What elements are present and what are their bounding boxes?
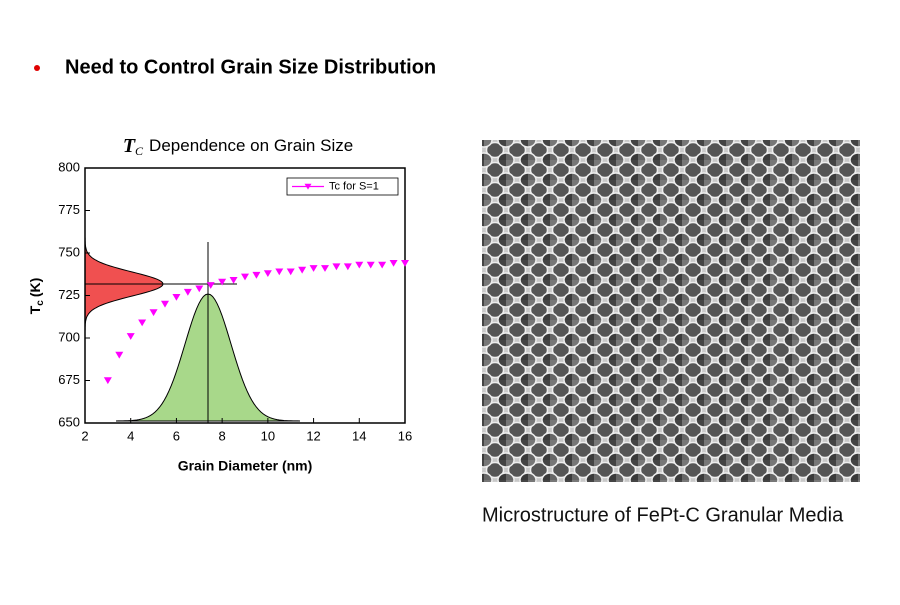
marker (149, 309, 158, 317)
x-tick-label: 6 (173, 428, 180, 443)
x-tick-label: 14 (352, 428, 366, 443)
marker (366, 261, 375, 269)
title-text: Dependence on Grain Size (149, 136, 353, 155)
legend-marker (304, 183, 312, 190)
x-tick-label: 4 (127, 428, 134, 443)
marker (195, 285, 204, 293)
header-text: Need to Control Grain Size Distribution (65, 56, 436, 78)
x-axis-label: Grain Diameter (nm) (178, 458, 313, 474)
y-tick-label: 700 (58, 329, 80, 344)
marker (206, 282, 215, 289)
marker (321, 265, 329, 272)
marker (286, 268, 295, 276)
marker (401, 260, 409, 267)
title-symbol: T (123, 135, 136, 157)
marker (298, 266, 307, 274)
legend-label: Tc for S=1 (329, 180, 379, 192)
marker (263, 270, 272, 277)
plot: 2 4 6 8 10 12 14 16 650 675 700 725 750 775 800 Tc for … (58, 159, 412, 443)
y-tick-label: 725 (58, 287, 80, 302)
image-caption: Microstructure of FePt-C Granular Media (482, 504, 844, 526)
y-tick-label: 800 (58, 159, 80, 174)
title-subscript: C (135, 144, 144, 158)
x-tick-label: 16 (398, 428, 412, 443)
marker (218, 278, 227, 286)
ylabel-text: (K) (27, 278, 43, 297)
marker (138, 319, 147, 327)
marker (183, 288, 192, 296)
marker (378, 261, 387, 269)
y-tick-label: 675 (58, 372, 80, 387)
marker (252, 271, 261, 279)
marker (355, 261, 364, 269)
marker (161, 300, 169, 308)
marker (389, 260, 398, 267)
marker (115, 351, 124, 359)
x-tick-label: 10 (261, 428, 275, 443)
marker (126, 333, 135, 340)
y-tick-label: 750 (58, 244, 80, 259)
micrograph (482, 140, 860, 482)
marker (103, 377, 112, 385)
x-tick-label: 2 (81, 428, 88, 443)
marker (332, 263, 341, 271)
marker (172, 294, 181, 301)
marker (343, 263, 352, 271)
chart-title: TC Dependence on Grain Size (123, 135, 353, 158)
y-tick-label: 775 (58, 202, 80, 217)
legend-box (286, 177, 399, 196)
x-tick-label: 8 (219, 428, 226, 443)
x-tick-label: 12 (306, 428, 320, 443)
marker (309, 265, 318, 272)
ylabel-symbol: T (27, 305, 43, 314)
y-axis-label: Tc (K) (27, 278, 46, 315)
marker (275, 268, 284, 276)
marker (229, 277, 238, 284)
marker (241, 273, 249, 281)
y-tick-label: 650 (58, 414, 80, 429)
bullet (34, 65, 40, 71)
ylabel-subscript: c (35, 300, 46, 306)
